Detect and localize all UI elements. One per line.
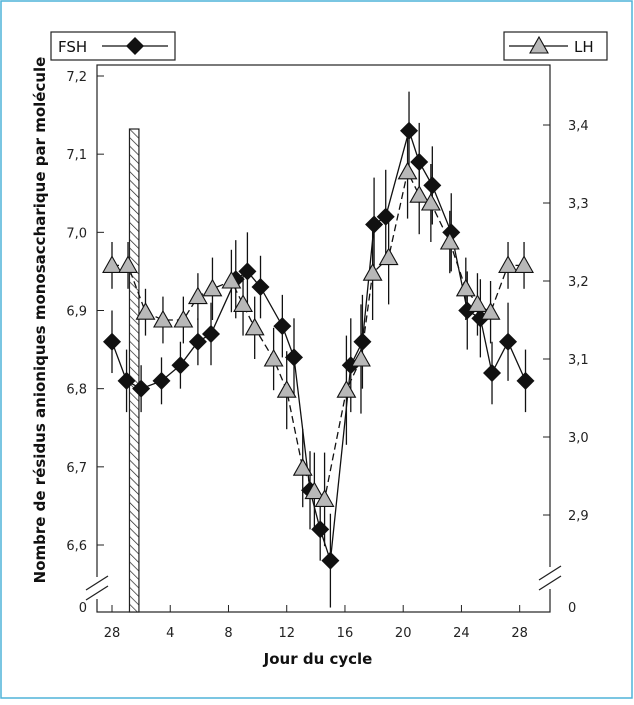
fsh-diamond-point	[483, 364, 502, 383]
y-right-tick-label: 3,4	[568, 119, 589, 134]
fsh-diamond-point	[285, 348, 303, 367]
lh-triangle-point	[378, 247, 399, 266]
lh-series-line	[112, 169, 524, 501]
lh-triangle-point	[233, 294, 253, 312]
y-left-tick-label: 7,2	[66, 70, 87, 85]
x-tick-label: 8	[224, 626, 232, 641]
lh-triangle-point	[351, 348, 371, 367]
lh-triangle-point	[276, 380, 297, 398]
y-right-tick-label: 2,9	[568, 509, 589, 524]
fsh-diamond-point	[423, 176, 442, 195]
y-left-tick-label: 7,1	[66, 148, 87, 163]
y-left-tick-label: 6,9	[66, 305, 87, 320]
y-right-tick-label: 3,2	[568, 275, 589, 290]
axis-break-mark-left	[85, 575, 109, 591]
fsh-diamond-point	[132, 379, 151, 398]
axis-break-gap-left	[91, 577, 103, 599]
lh-triangle-point	[135, 302, 156, 320]
lh-triangle-point	[397, 161, 418, 180]
fsh-diamond-point	[251, 278, 270, 297]
lh-triangle-point	[467, 294, 488, 312]
legend-lh: LH	[503, 31, 608, 61]
legend-lh-label: LH	[574, 38, 594, 56]
fsh-diamond-point	[516, 371, 535, 390]
lh-triangle-point	[244, 317, 265, 336]
y-left-tick-label: 6,7	[66, 461, 87, 476]
lh-triangle-point	[336, 380, 357, 398]
fsh-diamond-point	[202, 324, 221, 343]
axis-break-mark-right	[538, 565, 562, 581]
lh-triangle-point	[187, 286, 208, 305]
x-tick-label: 12	[278, 626, 295, 641]
x-axis-title: Jour du cycle	[263, 650, 373, 668]
fsh-diamond-point	[321, 551, 340, 570]
fsh-diamond-point	[410, 152, 429, 171]
lh-triangle-point	[420, 192, 441, 211]
lh-triangle-point	[292, 458, 313, 476]
fsh-diamond-point	[400, 121, 419, 140]
y-axis-title-left: Nombre de résidus anioniques monosacchar…	[31, 57, 49, 584]
lh-triangle-point	[102, 255, 122, 273]
fsh-diamond-point	[365, 215, 384, 234]
lh-triangle-point	[455, 278, 476, 297]
axis-break-mark-left	[85, 585, 109, 601]
lh-triangle-point	[514, 255, 534, 273]
fsh-diamond-point	[499, 332, 518, 351]
y-right-tick-label: 3,0	[568, 431, 589, 446]
fsh-diamond-point	[103, 332, 121, 351]
lh-triangle-point	[314, 489, 335, 507]
y-right-tick-label: 3,1	[568, 353, 589, 368]
legend-fsh-label: FSH	[58, 38, 87, 56]
y-left-tick-label: 6,8	[66, 383, 87, 398]
lh-triangle-point	[362, 263, 383, 281]
y-left-tick-label: 7,0	[66, 226, 87, 241]
lh-triangle-point	[202, 278, 223, 297]
fsh-series-line	[111, 128, 527, 561]
legend-lh-triangle-marker	[529, 35, 549, 54]
fsh-diamond-point	[353, 332, 372, 351]
fsh-diamond-point	[117, 371, 136, 390]
axis-break-gap-right	[544, 567, 556, 589]
x-tick-label: 20	[395, 626, 412, 641]
x-tick-label: 24	[453, 626, 470, 641]
lh-triangle-point	[173, 309, 194, 328]
x-tick-label: 4	[166, 626, 174, 641]
legend-fsh: FSH	[50, 31, 176, 61]
lh-triangle-point	[480, 302, 501, 320]
fsh-diamond-point	[238, 262, 257, 281]
plot-area	[96, 64, 551, 613]
y-right-tick-label: 3,3	[568, 197, 589, 212]
lh-triangle-point	[263, 348, 284, 367]
fsh-diamond-point	[311, 520, 330, 539]
lh-triangle-point	[118, 255, 138, 273]
x-tick-label: 28	[104, 626, 121, 641]
lh-triangle-point	[153, 309, 173, 328]
hatched-bar	[128, 128, 140, 613]
fsh-diamond-point	[273, 317, 292, 336]
y-right-tick-label: 0	[568, 601, 576, 616]
fsh-diamond-point	[152, 371, 171, 390]
axis-break-mark-right	[538, 575, 562, 591]
lh-triangle-point	[498, 255, 518, 273]
lh-triangle-point	[221, 270, 242, 289]
fsh-diamond-point	[376, 207, 395, 226]
fsh-diamond-point	[442, 223, 461, 242]
legend-fsh-diamond-marker	[126, 37, 144, 55]
marks-layer: 0 6,6 6,7 6,8 6,9 7,0 7,1 7,2 0 2,9 3,0 3,1 3,2 3,3 3,…	[66, 70, 588, 641]
x-tick-label: 16	[337, 626, 354, 641]
x-tick-label: 28	[511, 626, 528, 641]
fsh-diamond-point	[188, 332, 207, 351]
y-left-tick-label: 0	[79, 601, 87, 616]
fsh-diamond-point	[171, 356, 190, 375]
lh-triangle-point	[439, 231, 460, 250]
y-left-tick-label: 6,6	[66, 539, 87, 554]
lh-triangle-point	[409, 185, 430, 203]
lh-triangle-point	[304, 481, 325, 500]
